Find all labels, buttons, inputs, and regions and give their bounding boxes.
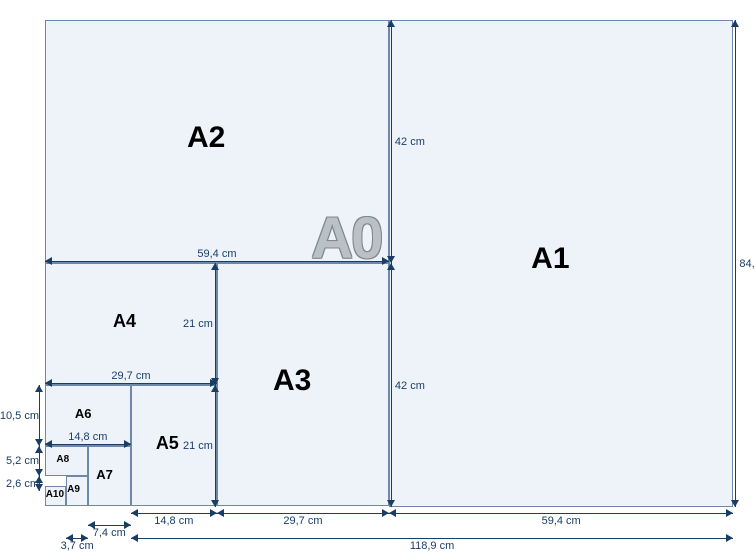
- label-a8: A8: [56, 454, 69, 465]
- label-a10: A10: [46, 489, 64, 500]
- dim-h: 59,4 cm: [187, 248, 247, 260]
- dim-v: 5,2 cm: [0, 455, 39, 467]
- label-a3: A3: [273, 364, 311, 398]
- dim-h: 3,7 cm: [47, 540, 107, 552]
- label-a4: A4: [113, 311, 136, 332]
- label-a1: A1: [531, 242, 569, 276]
- dim-v: 42 cm: [395, 136, 435, 148]
- dim-v: 21 cm: [173, 440, 213, 452]
- dim-h: 14,8 cm: [144, 515, 204, 527]
- dim-h: 29,7 cm: [101, 370, 161, 382]
- label-a9: A9: [67, 484, 80, 495]
- dim-h: 29,7 cm: [273, 515, 333, 527]
- label-a6: A6: [75, 406, 92, 421]
- dim-v: 10,5 cm: [0, 410, 39, 422]
- dim-v: 42 cm: [395, 380, 435, 392]
- dim-h: 14,8 cm: [58, 431, 118, 443]
- dim-v: 84,1 cm: [739, 258, 755, 270]
- paper-size-diagram: A1A2A3A4A5A6A7A8A9A10A059,4 cm29,7 cm14,…: [0, 0, 755, 550]
- dim-v: 2,6 cm: [0, 478, 39, 490]
- label-a7: A7: [96, 467, 113, 482]
- dim-v: 21 cm: [173, 318, 213, 330]
- dim-h: 118,9 cm: [402, 540, 462, 552]
- label-a2: A2: [187, 121, 225, 155]
- dim-h: 59,4 cm: [531, 515, 591, 527]
